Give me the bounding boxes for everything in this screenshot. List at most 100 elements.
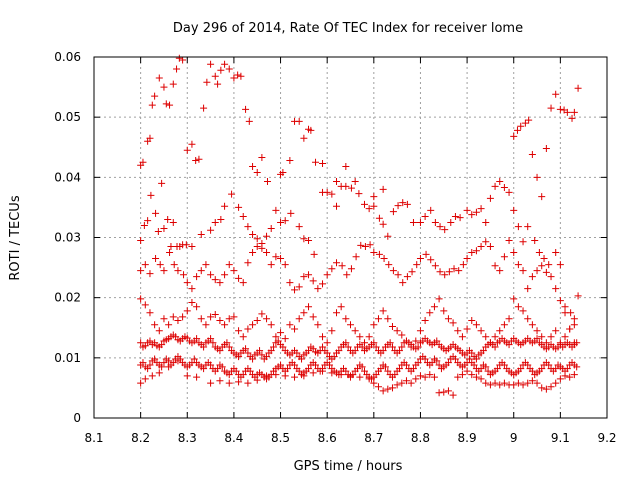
- data-point: [542, 144, 550, 152]
- data-point: [279, 169, 287, 177]
- data-point: [214, 80, 222, 88]
- data-point: [277, 329, 285, 337]
- data-point: [183, 372, 191, 380]
- data-point: [140, 221, 148, 229]
- data-point: [211, 72, 219, 80]
- data-point: [398, 331, 406, 339]
- data-point: [141, 261, 149, 269]
- data-point: [284, 365, 292, 373]
- data-point: [449, 391, 457, 399]
- data-point: [225, 379, 233, 387]
- data-point: [300, 372, 308, 380]
- data-point: [267, 224, 275, 232]
- data-point: [547, 273, 555, 281]
- data-point: [137, 237, 145, 245]
- data-point: [232, 367, 240, 375]
- data-point: [528, 377, 536, 385]
- data-point: [279, 343, 287, 351]
- data-point: [193, 303, 201, 311]
- data-point: [408, 268, 416, 276]
- data-point: [152, 209, 160, 217]
- chart-title: Day 296 of 2014, Rate Of TEC Index for r…: [173, 21, 523, 36]
- data-point: [230, 267, 238, 275]
- data-point: [230, 313, 238, 321]
- data-point: [263, 178, 271, 186]
- data-point: [524, 285, 532, 293]
- data-point: [217, 215, 225, 223]
- data-point: [344, 343, 352, 351]
- data-point: [524, 361, 532, 369]
- data-point: [295, 315, 303, 323]
- data-point: [218, 363, 226, 371]
- data-point: [347, 184, 355, 192]
- x-tick-label: 8.4: [224, 431, 243, 445]
- data-point: [454, 373, 462, 381]
- data-point: [221, 271, 229, 279]
- data-point: [573, 339, 581, 347]
- data-point: [342, 163, 350, 171]
- data-point: [570, 371, 578, 379]
- data-point: [351, 347, 359, 355]
- data-point: [155, 74, 163, 82]
- data-point: [431, 262, 439, 270]
- data-point: [235, 203, 243, 211]
- data-point: [169, 359, 177, 367]
- data-point: [456, 214, 464, 222]
- data-point: [300, 134, 308, 142]
- data-point: [295, 367, 303, 375]
- data-point: [216, 279, 224, 287]
- data-point: [144, 365, 152, 373]
- data-point: [274, 337, 282, 345]
- data-point: [309, 277, 317, 285]
- data-point: [211, 276, 219, 284]
- data-point: [162, 100, 170, 108]
- data-point: [519, 381, 527, 389]
- data-point: [391, 371, 399, 379]
- data-point: [342, 182, 350, 190]
- data-point: [253, 235, 261, 243]
- data-point: [384, 232, 392, 240]
- data-point: [552, 365, 560, 373]
- data-point: [323, 339, 331, 347]
- x-tick-label: 8.1: [84, 431, 103, 445]
- data-point: [291, 286, 299, 294]
- data-point: [270, 343, 278, 351]
- data-point: [360, 339, 368, 347]
- x-tick-label: 9.2: [597, 431, 616, 445]
- data-point: [295, 117, 303, 125]
- data-point: [370, 249, 378, 257]
- data-point: [148, 101, 156, 109]
- data-point: [413, 261, 421, 269]
- y-tick-label: 0.05: [54, 110, 81, 124]
- data-point: [566, 325, 574, 333]
- data-point: [542, 385, 550, 393]
- data-point: [477, 205, 485, 213]
- data-point: [470, 361, 478, 369]
- data-point: [360, 200, 368, 208]
- data-point: [338, 262, 346, 270]
- data-point: [263, 315, 271, 323]
- data-point: [421, 355, 429, 363]
- data-point: [141, 375, 149, 383]
- data-point: [538, 193, 546, 201]
- data-point: [146, 337, 154, 345]
- data-point: [245, 117, 253, 125]
- data-point: [246, 367, 254, 375]
- data-point: [337, 371, 345, 379]
- data-point: [528, 273, 536, 281]
- data-point: [272, 371, 280, 379]
- data-point: [281, 335, 289, 343]
- data-point: [570, 315, 578, 323]
- data-point: [370, 339, 378, 347]
- data-point: [235, 378, 243, 386]
- data-point: [491, 343, 499, 351]
- data-point: [305, 347, 313, 355]
- data-point: [337, 303, 345, 311]
- data-point: [242, 105, 250, 113]
- data-point: [542, 268, 550, 276]
- data-point: [152, 255, 160, 263]
- data-point: [556, 297, 564, 305]
- data-point: [472, 355, 480, 363]
- data-point: [309, 313, 317, 321]
- data-point: [165, 321, 173, 329]
